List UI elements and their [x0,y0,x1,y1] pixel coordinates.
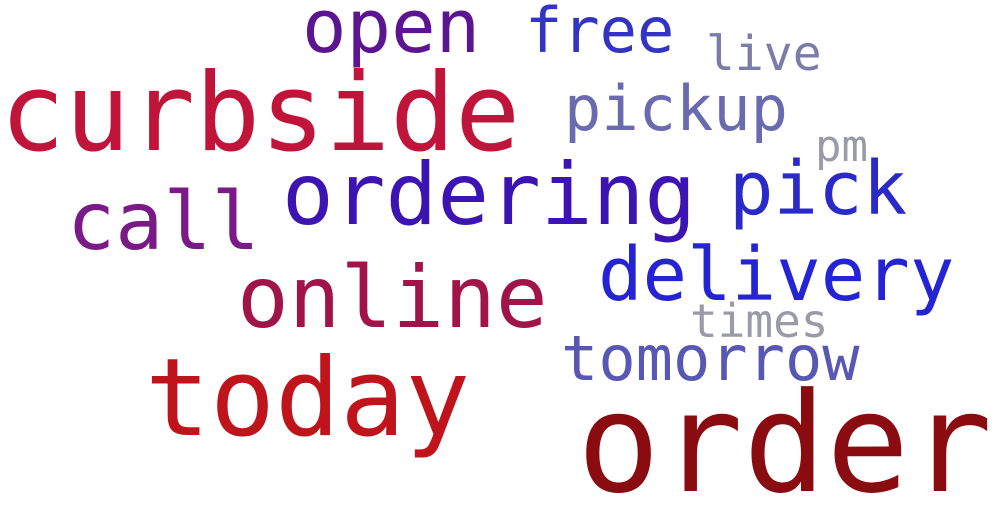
word-ordering: ordering [282,145,697,245]
word-call: call [67,175,260,268]
word-cloud: order curbside today ordering online cal… [0,0,992,513]
word-delivery: delivery [598,232,955,318]
word-curbside: curbside [0,51,521,176]
word-pickup: pickup [564,72,788,145]
word-times: times [690,294,829,348]
word-open: open [302,0,481,70]
word-free: free [525,0,675,67]
word-tomorrow: tomorrow [561,322,860,395]
word-today: today [145,336,471,461]
word-online: online [237,248,548,348]
word-live: live [706,26,822,82]
word-order: order [577,363,993,524]
word-pick: pick [729,146,908,232]
word-pm: pm [815,121,868,172]
